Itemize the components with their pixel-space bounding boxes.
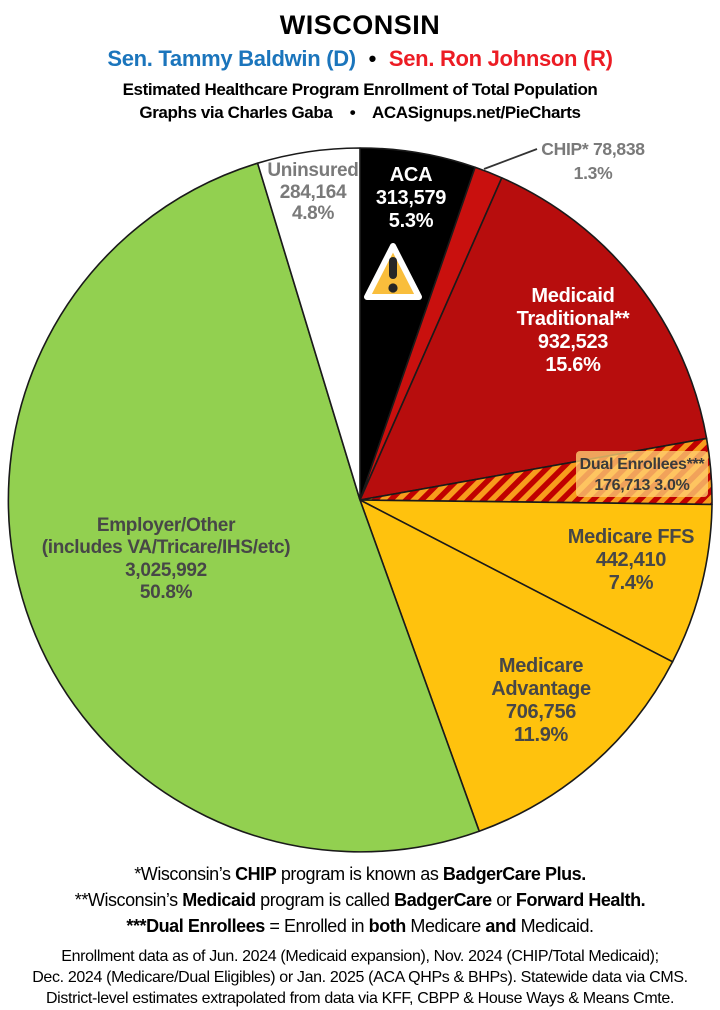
employer-label-line4: 50.8%	[140, 582, 193, 603]
dual-enrollees-label-patch	[576, 451, 708, 497]
aca-label-line2: 313,579	[376, 187, 446, 209]
chip-leader-line	[483, 148, 538, 170]
medicaid-label-line4: 15.6%	[545, 354, 601, 376]
uninsured-label-line3: 4.8%	[292, 203, 335, 224]
chart-subtitle: Estimated Healthcare Program Enrollment …	[122, 80, 598, 99]
employer-label-line1: Employer/Other	[97, 515, 236, 536]
source-line-2: Dec. 2024 (Medicare/Dual Eligibles) or J…	[32, 969, 688, 986]
chip-label-line2: 1.3%	[574, 163, 613, 183]
footnote-dual: ***Dual Enrollees = Enrolled in both Med…	[126, 916, 594, 936]
medicaid-label-line2: Traditional**	[517, 308, 630, 330]
chip-label-line1: CHIP* 78,838	[541, 139, 645, 159]
pie-slice-uninsured	[256, 147, 361, 501]
source-line-1: Enrollment data as of Jun. 2024 (Medicai…	[61, 948, 659, 965]
dual-label-line2: 176,713 3.0%	[594, 477, 689, 494]
advantage-label-line2: Advantage	[491, 678, 591, 700]
footnote-medicaid: **Wisconsin’s Medicaid program is called…	[74, 890, 646, 910]
advantage-label-line1: Medicare	[499, 655, 583, 677]
chip-label: CHIP* 78,838 1.3%	[541, 139, 645, 183]
aca-label: ACA 313,579 5.3%	[376, 164, 447, 232]
aca-label-line3: 5.3%	[389, 210, 434, 232]
uninsured-label: Uninsured 284,164 4.8%	[267, 160, 359, 224]
aca-label-line1: ACA	[390, 164, 432, 186]
pie-slices	[7, 147, 713, 853]
medicare-ffs-label: Medicare FFS 442,410 7.4%	[568, 526, 695, 594]
ffs-label-line1: Medicare FFS	[568, 526, 694, 548]
medicaid-label-line3: 932,523	[538, 331, 608, 353]
uninsured-label-line1: Uninsured	[267, 160, 358, 181]
senator-dem-name: Sen. Tammy Baldwin (D)	[107, 46, 356, 71]
advantage-label-line3: 706,756	[506, 701, 576, 723]
credit-line: Graphs via Charles Gaba • ACASignups.net…	[0, 103, 720, 123]
credit-bullet: •	[349, 103, 356, 122]
credit-site: ACASignups.net/PieCharts	[371, 103, 581, 122]
pie-slice-medicare-advantage	[359, 499, 674, 832]
dual-label-line1: Dual Enrollees***	[580, 456, 706, 473]
source-line-3: District-level estimates extrapolated fr…	[45, 990, 675, 1007]
employer-label-line2: (includes VA/Tricare/IHS/etc)	[42, 537, 291, 558]
warning-icon	[364, 243, 422, 300]
ffs-label-line3: 7.4%	[609, 572, 654, 594]
employer-other-label: Employer/Other (includes VA/Tricare/IHS/…	[42, 515, 291, 603]
advantage-label-line4: 11.9%	[514, 724, 569, 746]
senators-bullet: •	[368, 46, 377, 71]
uninsured-label-line2: 284,164	[280, 182, 347, 203]
page-title: WISCONSIN	[279, 10, 441, 40]
employer-label-line3: 3,025,992	[125, 560, 207, 581]
medicaid-label-line1: Medicaid	[531, 285, 614, 307]
dual-enrollees-label: Dual Enrollees*** 176,713 3.0%	[576, 451, 708, 497]
ffs-label-line2: 442,410	[596, 549, 666, 571]
senators-line: Sen. Tammy Baldwin (D) • Sen. Ron Johnso…	[0, 46, 720, 72]
pie-slice-employer-other	[7, 162, 480, 853]
footnote-chip: *Wisconsin’s CHIP program is known as Ba…	[134, 864, 586, 884]
footnotes-block: *Wisconsin’s CHIP program is known as Ba…	[0, 861, 720, 939]
pie-slice-medicaid-traditional	[359, 177, 708, 501]
chart-header: WISCONSIN Sen. Tammy Baldwin (D) • Sen. …	[0, 10, 720, 123]
credit-author: Graphs via Charles Gaba	[139, 103, 333, 122]
source-block: Enrollment data as of Jun. 2024 (Medicai…	[0, 946, 720, 1009]
medicare-advantage-label: Medicare Advantage 706,756 11.9%	[491, 655, 591, 746]
senator-rep-name: Sen. Ron Johnson (R)	[388, 46, 613, 71]
pie-slice-medicare-ffs	[359, 499, 713, 663]
medicaid-label: Medicaid Traditional** 932,523 15.6%	[517, 285, 631, 376]
